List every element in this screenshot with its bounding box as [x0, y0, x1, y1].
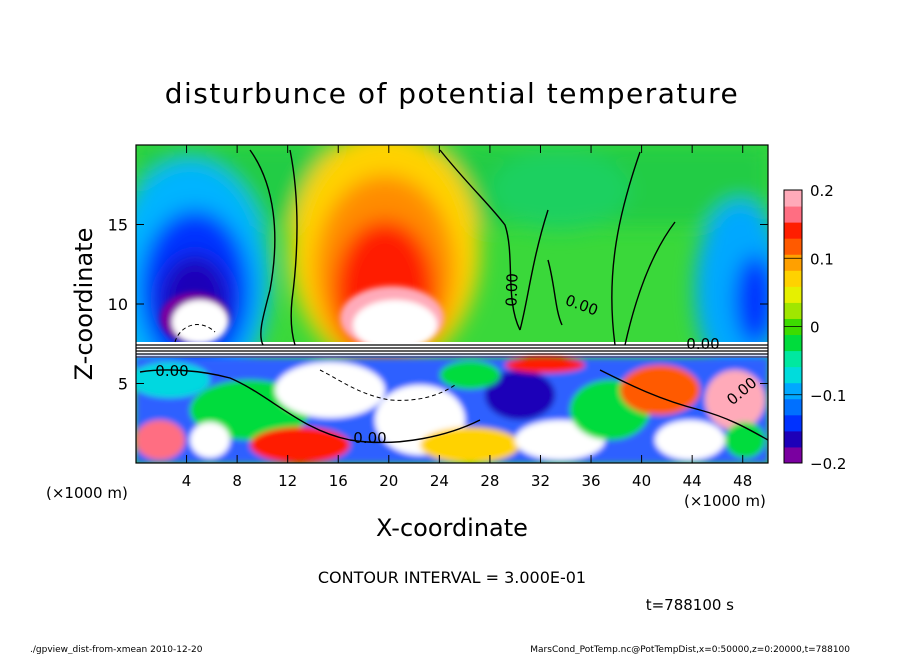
x-tick-label: 48 — [733, 472, 752, 490]
colorbar-tick-label: −0.2 — [810, 455, 846, 473]
x-unit-label-right: (×1000 m) — [684, 492, 766, 510]
chart-title: disturbunce of potential temperature — [165, 77, 740, 110]
colorbar-swatch — [784, 446, 802, 464]
y-tick-label: 15 — [108, 216, 128, 235]
x-tick-label: 20 — [379, 472, 398, 490]
y-axis-label: Z-coordinate — [70, 228, 98, 381]
contour-interval: CONTOUR INTERVAL = 3.000E-01 — [318, 568, 586, 587]
colorbar-tick-label: 0 — [810, 319, 820, 337]
colorbar-swatch — [784, 270, 802, 287]
x-tick-label: 24 — [430, 472, 449, 490]
plot-area: 0.00 0.00 0.00 0.00 0.00 0.00 — [136, 145, 768, 463]
x-tick-label: 40 — [632, 472, 651, 490]
x-tick-label: 8 — [232, 472, 242, 490]
contour-label: 0.00 — [353, 429, 386, 447]
colorbar-swatch — [784, 430, 802, 448]
x-tick-label: 16 — [329, 472, 348, 490]
time-label: t=788100 s — [646, 596, 734, 614]
x-axis-label: X-coordinate — [376, 514, 528, 542]
colorbar-swatch — [784, 302, 802, 319]
colorbar-tick-label: 0.1 — [810, 250, 834, 268]
colorbar-swatch — [784, 286, 802, 303]
footer-right: MarsCond_PotTemp.nc@PotTempDist,x=0:5000… — [530, 645, 850, 654]
colorbar-swatch — [784, 366, 802, 384]
x-tick-label: 12 — [278, 472, 297, 490]
colorbar-swatch — [784, 254, 802, 271]
contour-label: 0.00 — [155, 362, 188, 380]
colorbar-swatch — [784, 350, 802, 368]
y-tick-label: 5 — [118, 375, 128, 394]
colorbar-swatch — [784, 238, 802, 255]
x-tick-label: 32 — [531, 472, 550, 490]
x-tick-label: 44 — [683, 472, 702, 490]
y-axis: 5 10 15 — [108, 216, 768, 394]
x-tick-label: 28 — [480, 472, 499, 490]
colorbar-tick-label: −0.1 — [810, 387, 846, 405]
y-tick-label: 10 — [108, 295, 128, 314]
x-tick-label: 36 — [581, 472, 600, 490]
x-unit-label: (×1000 m) — [46, 484, 128, 502]
colorbar-swatch — [784, 382, 802, 400]
x-axis: 4 8 12 16 20 24 28 32 36 40 44 48 — [182, 145, 752, 490]
colorbar-swatch — [784, 190, 802, 207]
colorbar-swatch — [784, 206, 802, 223]
colorbar-ticks: 0.2 0.1 0 −0.1 −0.2 — [784, 182, 846, 473]
colorbar-swatch — [784, 222, 802, 239]
colorbar-swatch — [784, 398, 802, 416]
contour-label: 0.00 — [686, 335, 719, 353]
contour-label: 0.00 — [502, 273, 521, 307]
x-tick-label: 4 — [182, 472, 192, 490]
colorbar-swatch — [784, 414, 802, 432]
colorbar-tick-label: 0.2 — [810, 182, 834, 200]
colorbar-swatch — [784, 334, 802, 352]
footer-left: ./gpview_dist-from-xmean 2010-12-20 — [30, 645, 203, 654]
